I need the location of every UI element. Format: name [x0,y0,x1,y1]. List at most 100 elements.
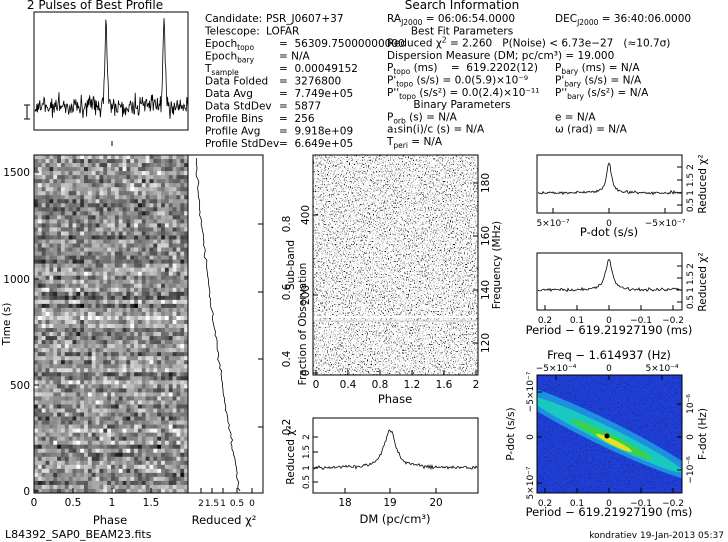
pixel [137,287,143,293]
x-tick-label: 0 [606,499,612,509]
pixel [176,155,181,160]
pixel [130,376,135,381]
pixel [149,424,154,429]
pixel [64,295,69,301]
pixel [168,368,173,373]
pixel [57,448,62,454]
pixel [114,396,119,401]
pixel [84,388,89,393]
pixel [111,195,116,200]
pixel [95,311,100,317]
pixel [164,472,170,478]
pixel [145,251,150,256]
pixel [137,155,143,160]
pixel [103,267,108,272]
pixel [134,424,139,429]
pixel [99,460,104,466]
pixel [95,468,100,474]
pixel [126,283,131,289]
pixel [168,484,173,490]
pixel [68,291,73,297]
pixel [134,456,139,462]
pixel [37,348,42,353]
pixel [149,484,154,490]
pixel [130,291,135,297]
pixel [134,183,139,188]
pixel [164,155,170,160]
pixel [172,307,177,313]
pixel [41,456,46,462]
pixel [180,223,185,228]
pixel [84,344,89,349]
pixel [122,332,127,337]
pixel [72,436,77,441]
pixel [80,416,85,421]
pixel [99,267,104,272]
pixel [164,368,170,373]
pixel [53,464,58,470]
pixel [153,171,158,176]
pixel [172,360,177,365]
pixel [130,472,135,478]
pixel [118,231,123,236]
pixel [164,372,170,377]
pixel [172,396,177,401]
pixel [137,396,143,401]
pixel [99,456,104,462]
pixel [80,227,85,232]
pixel [164,247,170,252]
pixel [122,219,127,224]
pixel [99,247,104,252]
pixel [176,476,181,482]
pixel [111,460,116,466]
pixel [76,336,81,341]
pixel [122,167,127,172]
pixel [164,255,170,260]
pixel [107,207,112,212]
pixel [41,324,46,329]
pixel [180,440,185,446]
pixel [57,183,62,188]
pixel [103,279,108,285]
pixel [37,400,42,405]
pixel [157,243,162,248]
pixel [34,263,39,268]
pixel [149,187,154,192]
pixel [57,344,62,349]
pixel [53,428,58,433]
pixel [180,444,185,450]
pixel [130,480,135,486]
info-sub: topo [393,67,410,76]
pixel [122,235,127,240]
pixel [161,163,166,168]
pixel [168,247,173,252]
pixel [176,195,181,200]
pixel [64,484,69,490]
pixel [180,408,185,413]
pixel [180,396,185,401]
pixel [68,364,73,369]
pixel [99,372,104,377]
x-tick-label: 5×10⁻⁷ [536,219,569,229]
pixel [37,444,42,450]
x-tick-label: 0.1 [570,316,584,326]
pixel [45,235,50,240]
pixel [180,275,185,281]
pixel [111,187,116,192]
x-tick-label: 0 [313,379,320,391]
pixel [87,199,93,204]
pixel [126,368,131,373]
pixel [60,307,66,313]
pixel [137,199,143,204]
pixel [149,255,154,260]
pixel [103,332,108,337]
pixel [76,251,81,256]
pixel [111,340,116,345]
pixel [164,167,170,172]
pixel [80,171,85,176]
pixel [161,235,166,240]
pixel [164,488,170,494]
info-row: Data StdDev = 5877 [205,101,321,113]
pixel [84,452,89,458]
pixel [111,404,116,409]
